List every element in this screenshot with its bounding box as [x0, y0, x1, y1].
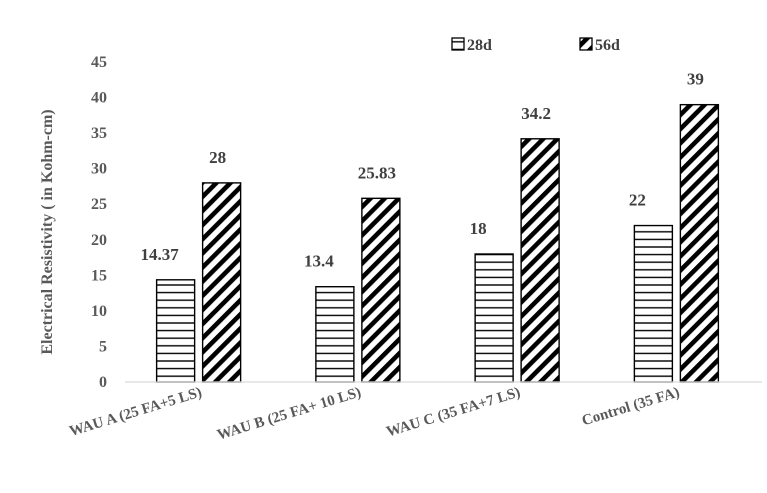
x-category-label: WAU B (25 FA+ 10 LS)	[215, 385, 363, 444]
y-axis-ticks: 0 5 10 15 20 25 30 35 40 45	[91, 54, 107, 391]
x-axis-category-labels: WAU A (25 FA+5 LS) WAU B (25 FA+ 10 LS) WA…	[68, 385, 682, 444]
legend-swatch-28d	[451, 37, 465, 51]
data-label-28d-3: 22	[629, 191, 646, 210]
data-label-56d-2: 34.2	[521, 104, 551, 123]
bar-28d-2	[474, 253, 514, 383]
y-tick-label: 20	[91, 232, 107, 249]
x-category-label: WAU A (25 FA+5 LS)	[68, 385, 204, 440]
y-tick-label: 15	[91, 267, 107, 284]
y-tick-label: 0	[99, 374, 107, 391]
data-label-56d-1: 25.83	[358, 163, 396, 182]
bars	[155, 103, 720, 383]
legend-entry-56d: 56d	[579, 37, 620, 54]
bar-56d-2	[520, 138, 560, 383]
y-tick-label: 40	[91, 90, 107, 107]
data-label-28d-1: 13.4	[304, 252, 334, 271]
y-tick-label: 35	[91, 125, 107, 142]
y-tick-label: 25	[91, 196, 107, 213]
y-tick-label: 30	[91, 161, 107, 178]
x-category-label: Control (35 FA)	[580, 385, 681, 430]
legend-entry-28d: 28d	[451, 37, 492, 54]
y-tick-label: 5	[99, 338, 107, 355]
legend-label-28d: 28d	[467, 37, 492, 54]
bar-28d-1	[315, 286, 355, 383]
data-label-56d-3: 39	[687, 70, 704, 89]
x-category-label: WAU C (35 FA+7 LS)	[385, 385, 523, 441]
y-tick-label: 10	[91, 303, 107, 320]
bar-56d-3	[679, 103, 720, 383]
legend-swatch-56d	[579, 37, 593, 51]
bar-28d-0	[155, 279, 196, 383]
legend: 28d 56d	[451, 37, 620, 54]
legend-label-56d: 56d	[595, 37, 620, 54]
bar-56d-0	[201, 182, 242, 383]
data-label-28d-0: 14.37	[141, 245, 180, 264]
bar-28d-3	[633, 224, 674, 383]
data-labels: 14.37 28 13.4 25.83 18 34.2 22 39	[141, 70, 704, 271]
bar-56d-1	[361, 197, 401, 383]
y-axis-title: Electrical Resistivity ( in Kohm-cm)	[39, 109, 56, 354]
data-label-56d-0: 28	[209, 148, 226, 167]
data-label-28d-2: 18	[470, 219, 487, 238]
y-tick-label: 45	[91, 54, 107, 71]
